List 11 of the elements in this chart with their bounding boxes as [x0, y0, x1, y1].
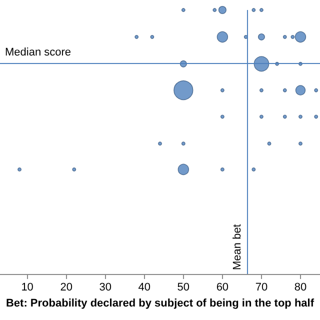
- x-tick-label: 70: [255, 282, 268, 294]
- x-tick-label: 10: [21, 282, 34, 294]
- x-tick-label: 30: [99, 282, 112, 294]
- x-tick-label: 50: [177, 282, 190, 294]
- x-tick-label: 60: [216, 282, 229, 294]
- x-tick-label: 80: [294, 282, 307, 294]
- ref-line-label: Median score: [5, 46, 72, 58]
- x-axis-title: Bet: Probability declared by subject of being in the top half: [6, 297, 314, 310]
- ref-line-label: Mean bet: [232, 224, 244, 270]
- x-tick-label: 20: [60, 282, 72, 294]
- x-tick-label: 40: [138, 282, 151, 294]
